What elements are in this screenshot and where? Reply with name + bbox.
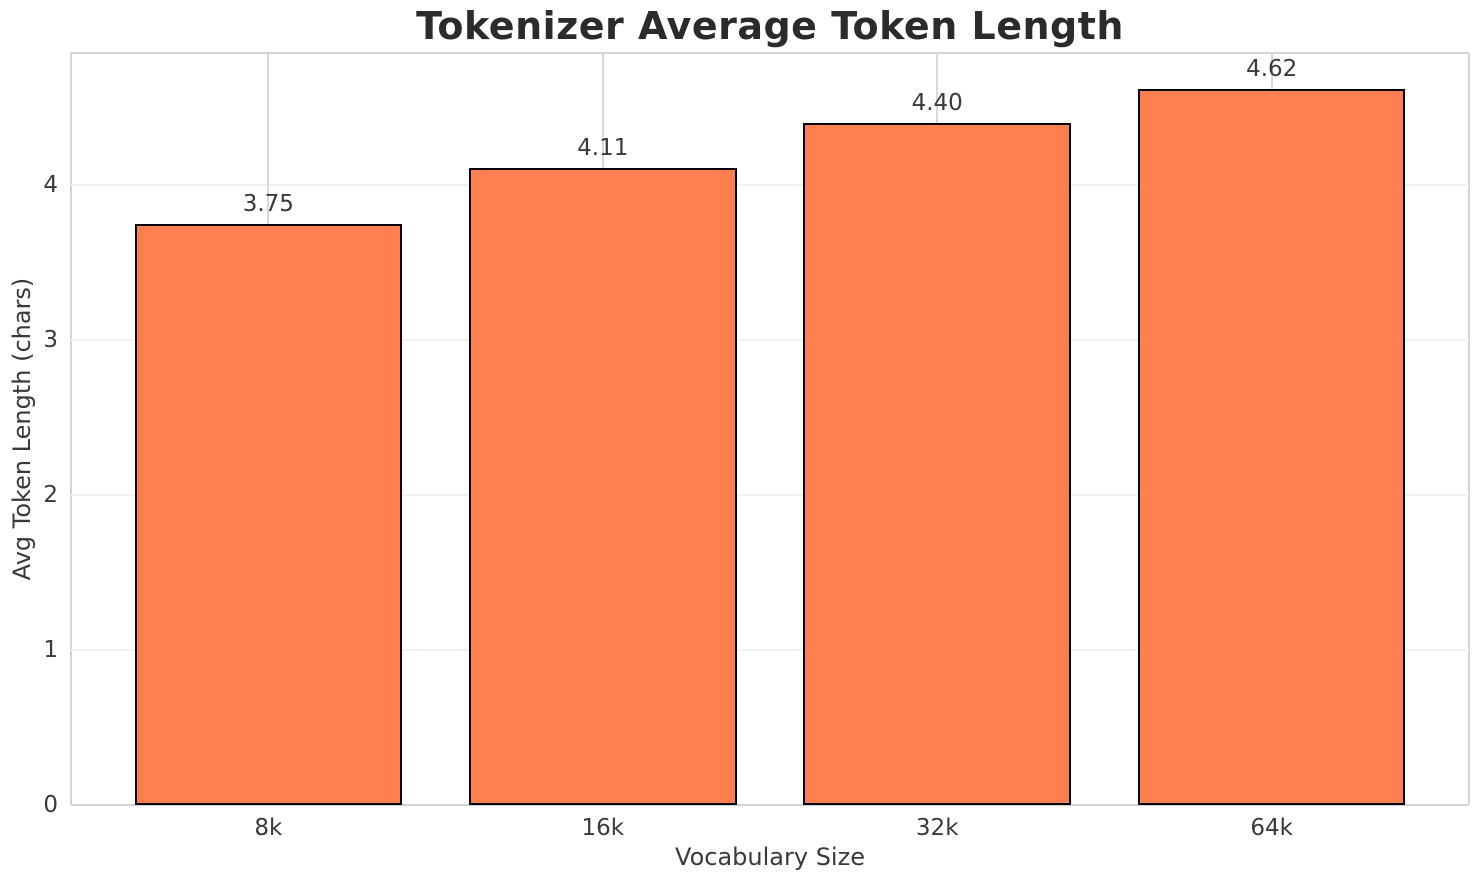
y-gridline <box>71 183 1469 186</box>
spine-left <box>70 53 72 805</box>
bar-16k <box>468 167 737 805</box>
x-tick-label: 8k <box>254 815 283 841</box>
x-tick-label: 32k <box>915 815 959 841</box>
spine-bottom <box>71 804 1469 806</box>
bar-value-label: 4.40 <box>911 89 963 116</box>
y-gridline <box>71 493 1469 496</box>
bar-32k <box>803 122 1071 805</box>
x-tick-label: 64k <box>1250 815 1293 841</box>
y-gridline <box>71 338 1469 341</box>
y-tick-label: 2 <box>43 481 58 508</box>
y-tick-label: 4 <box>43 171 58 198</box>
x-tick-label: 16k <box>581 815 625 841</box>
y-axis-label: Avg Token Length (chars) <box>8 277 36 581</box>
y-tick-label: 3 <box>43 326 58 353</box>
plot-area: 3.75 4.11 4.40 4.62 <box>70 52 1470 806</box>
x-axis-label: Vocabulary Size <box>675 843 865 871</box>
y-tick-label: 0 <box>43 792 58 818</box>
bar-value-label: 4.11 <box>577 134 629 161</box>
chart-title: Tokenizer Average Token Length <box>416 4 1124 48</box>
y-tick-label: 1 <box>43 636 58 663</box>
y-gridline <box>71 648 1469 651</box>
spine-right <box>1468 53 1470 805</box>
bar-value-label: 4.62 <box>1246 55 1298 82</box>
bar-value-label: 3.75 <box>242 190 294 217</box>
spine-top <box>71 52 1469 54</box>
bar-8k <box>134 223 403 805</box>
bar-64k <box>1137 88 1406 805</box>
